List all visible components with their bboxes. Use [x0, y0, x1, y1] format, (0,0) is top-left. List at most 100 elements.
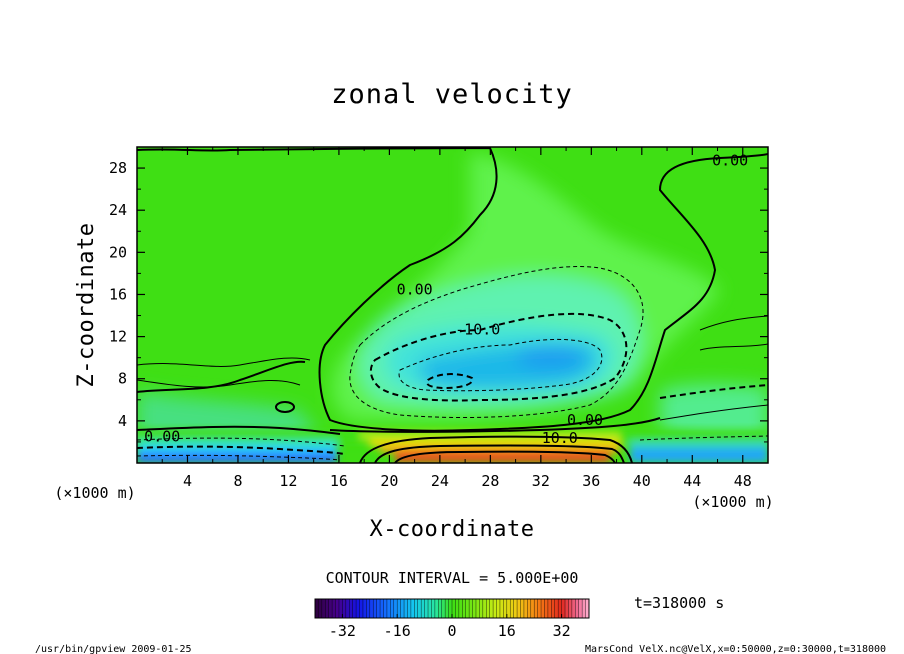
colorbar-cells — [314, 599, 590, 618]
colorbar-cell — [513, 599, 518, 618]
colorbar-cell — [499, 599, 504, 618]
colorbar-cell — [517, 599, 521, 618]
colorbar-cell — [321, 599, 326, 618]
colorbar-tick-label: -32 — [329, 622, 356, 640]
colorbar-cell — [523, 599, 528, 618]
colorbar-cell — [458, 599, 463, 618]
contour-label: 0.00 — [712, 152, 748, 170]
colorbar-cell — [328, 599, 333, 618]
x-tick-label: 12 — [279, 472, 297, 490]
colorbar-cell — [472, 599, 477, 618]
colorbar-cell — [428, 599, 432, 618]
colorbar-cell — [561, 599, 566, 618]
colorbar-cell — [407, 599, 412, 618]
colorbar-cell — [424, 599, 429, 618]
colorbar-cell — [482, 599, 487, 618]
time-label: t=318000 s — [634, 594, 724, 612]
y-axis-units: (×1000 m) — [54, 484, 135, 502]
x-tick-label: 40 — [633, 472, 651, 490]
contour-label: 0.00 — [144, 428, 180, 446]
chart-title: zonal velocity — [331, 79, 573, 110]
colorbar-cell — [445, 599, 449, 618]
colorbar-cell — [373, 599, 377, 618]
colorbar-cell — [452, 599, 456, 618]
x-tick-label: 24 — [431, 472, 449, 490]
colorbar-tick-label: 32 — [553, 622, 571, 640]
x-tick-label: 32 — [532, 472, 550, 490]
colorbar-tick-label: 0 — [447, 622, 456, 640]
colorbar-cell — [578, 599, 583, 618]
colorbar-cell — [534, 599, 538, 618]
footer-left: /usr/bin/gpview 2009-01-25 — [35, 644, 192, 654]
colorbar-cell — [527, 599, 532, 618]
colorbar-cell — [332, 599, 336, 618]
colorbar-cell — [571, 599, 576, 618]
colorbar-cell — [393, 599, 398, 618]
y-tick-label: 16 — [109, 285, 127, 303]
colorbar-cell — [421, 599, 425, 618]
colorbar-cell — [530, 599, 535, 618]
color-field — [137, 147, 768, 463]
colorbar-cell — [575, 599, 580, 618]
colorbar-cell — [338, 599, 343, 618]
y-tick-label: 28 — [109, 159, 127, 177]
colorbar-cell — [503, 599, 508, 618]
colorbar-cell — [352, 599, 357, 618]
colorbar-cell — [386, 599, 391, 618]
colorbar-cell — [541, 599, 545, 618]
colorbar-cell — [366, 599, 371, 618]
colorbar-cell — [380, 599, 384, 618]
contour-label: -10.0 — [455, 320, 500, 338]
x-tick-label: 8 — [233, 472, 242, 490]
colorbar-cell — [565, 599, 569, 618]
y-tick-label: 24 — [109, 201, 127, 219]
colorbar-cell — [469, 599, 473, 618]
colorbar-cell — [493, 599, 497, 618]
colorbar-cell — [568, 599, 573, 618]
y-tick-label: 12 — [109, 328, 127, 346]
contour-lines — [137, 147, 768, 463]
colorbar-cell — [489, 599, 494, 618]
colorbar-cell — [506, 599, 511, 618]
colorbar-cell — [582, 599, 586, 618]
colorbar-cell — [448, 599, 453, 618]
x-tick-label: 4 — [183, 472, 192, 490]
colorbar-cell — [438, 599, 443, 618]
x-axis-label: X-coordinate — [370, 517, 535, 542]
colorbar-cell — [390, 599, 395, 618]
colorbar-cell — [349, 599, 353, 618]
colorbar-cell — [486, 599, 490, 618]
contour-label: 0.00 — [397, 280, 433, 298]
colorbar-cell — [547, 599, 552, 618]
x-tick-label: 44 — [683, 472, 701, 490]
contour-label: 0.00 — [567, 411, 603, 429]
colorbar-cell — [376, 599, 381, 618]
colorbar-cell — [356, 599, 360, 618]
colorbar: -32 -16 0 16 32 — [314, 598, 590, 640]
contour-label: 10.0 — [542, 429, 578, 447]
colorbar-cell — [475, 599, 480, 618]
colorbar-cell — [537, 599, 542, 618]
contour-interval-label: CONTOUR INTERVAL = 5.000E+00 — [326, 569, 579, 587]
colorbar-cell — [400, 599, 405, 618]
x-tick-label: 20 — [380, 472, 398, 490]
colorbar-cell — [369, 599, 374, 618]
colorbar-cell — [362, 599, 367, 618]
colorbar-cell — [410, 599, 415, 618]
colorbar-cell — [359, 599, 364, 618]
colorbar-cell — [414, 599, 419, 618]
colorbar-cell — [397, 599, 401, 618]
colorbar-cell — [551, 599, 556, 618]
x-tick-label: 36 — [582, 472, 600, 490]
colorbar-tick-label: -16 — [384, 622, 411, 640]
colorbar-cell — [558, 599, 562, 618]
colorbar-cell — [479, 599, 484, 618]
x-tick-label: 16 — [330, 472, 348, 490]
colorbar-tick-label: 16 — [498, 622, 516, 640]
colorbar-cell — [318, 599, 323, 618]
plot-frame — [136, 146, 769, 464]
colorbar-cell — [404, 599, 408, 618]
colorbar-cell — [554, 599, 559, 618]
